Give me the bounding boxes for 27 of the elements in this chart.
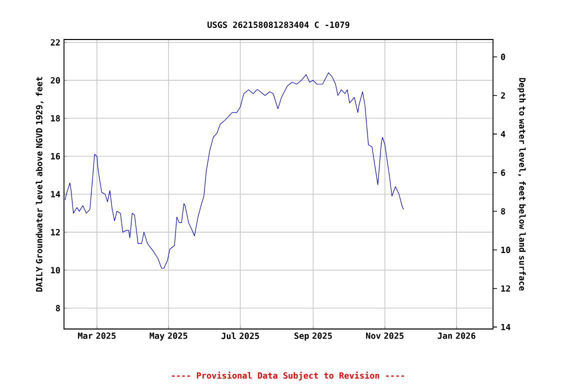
- y2-tick-label: 6: [501, 169, 506, 176]
- chart-title: USGS 262158081283404 C -1079: [208, 22, 350, 28]
- y-tick-label: 16: [51, 153, 60, 160]
- x-tick-label: May 2025: [150, 332, 188, 341]
- y2-tick-label: 10: [501, 246, 510, 254]
- y-tick-label: 8: [56, 304, 60, 312]
- y2-tick-label: 2: [500, 92, 505, 99]
- y2-tick-label: 12: [501, 285, 510, 292]
- y2-tick-label: 4: [500, 130, 506, 138]
- line-series: [64, 72, 404, 269]
- y-tick-label: 10: [51, 266, 60, 274]
- y-tick-label: 14: [51, 191, 60, 198]
- y2-tick-label: 0: [501, 54, 506, 60]
- y-tick-label: 12: [51, 229, 60, 236]
- x-tick-label: Sep 2025: [294, 332, 332, 341]
- text: ---- Provisional Data Subject to Revision ----: [172, 372, 404, 380]
- y2-axis-title: Depth to water level, feet below land surface: [518, 78, 526, 291]
- y-axis-title: DAILY Groundwater level above NGVD 1929, feet: [36, 77, 44, 292]
- x-tick-label: Jul 2025: [222, 332, 259, 340]
- y2-tick-label: 14: [501, 324, 510, 330]
- x-tick-label: Nov 2025: [366, 332, 404, 339]
- y-tick-label: 20: [50, 77, 60, 84]
- y-tick-label: 22: [50, 39, 60, 46]
- x-tick-label: Jan 2026: [438, 332, 476, 339]
- y2-tick-label: 8: [501, 208, 506, 214]
- x-tick-label: Mar 2025: [78, 332, 116, 339]
- y-tick-label: 18: [51, 115, 60, 122]
